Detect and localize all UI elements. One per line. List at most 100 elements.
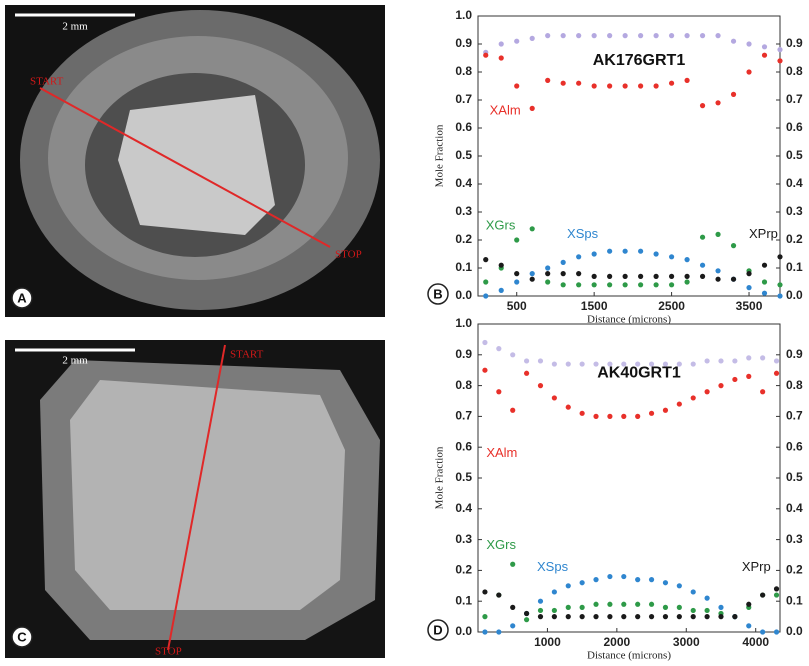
point: [524, 358, 529, 363]
point: [576, 282, 581, 287]
point: [580, 614, 585, 619]
y-axis-label: Mole Fraction: [434, 446, 446, 509]
point: [510, 352, 515, 357]
series-label: XSps: [567, 226, 599, 241]
point: [621, 361, 626, 366]
y2-tick-label: 0.1: [786, 260, 803, 274]
point: [623, 282, 628, 287]
point: [524, 371, 529, 376]
point: [496, 346, 501, 351]
point: [677, 583, 682, 588]
point: [561, 33, 566, 38]
point: [545, 33, 550, 38]
point: [621, 614, 626, 619]
series-label: XGrs: [486, 537, 516, 552]
point: [715, 100, 720, 105]
point: [621, 414, 626, 419]
y-tick-label: 0.7: [455, 92, 472, 106]
point: [552, 361, 557, 366]
point: [561, 260, 566, 265]
point: [576, 271, 581, 276]
y2-tick-label: 0.0: [786, 288, 803, 302]
panel-letter: A: [17, 290, 27, 305]
point: [499, 263, 504, 268]
point: [483, 293, 488, 298]
point: [545, 279, 550, 284]
y2-tick-label: 0.8: [786, 378, 803, 392]
point: [715, 33, 720, 38]
point: [774, 592, 779, 597]
point: [623, 83, 628, 88]
y2-tick-label: 0.2: [786, 563, 803, 577]
figure: 2 mm START STOP A 2 mm START STOP C 0.00…: [0, 0, 809, 666]
point: [499, 41, 504, 46]
point: [705, 358, 710, 363]
point: [760, 389, 765, 394]
point: [510, 562, 515, 567]
point: [576, 81, 581, 86]
point: [715, 268, 720, 273]
point: [715, 232, 720, 237]
point: [593, 577, 598, 582]
point: [635, 414, 640, 419]
y2-tick-label: 0.3: [786, 204, 803, 218]
y-tick-label: 0.4: [455, 176, 472, 190]
panel-letter: B: [433, 286, 442, 301]
point: [593, 414, 598, 419]
point: [530, 226, 535, 231]
point: [483, 257, 488, 262]
point: [732, 377, 737, 382]
point: [530, 271, 535, 276]
point: [684, 279, 689, 284]
point: [731, 277, 736, 282]
point: [746, 623, 751, 628]
point: [580, 411, 585, 416]
y-tick-label: 0.1: [455, 260, 472, 274]
point: [496, 389, 501, 394]
point: [700, 274, 705, 279]
point: [566, 605, 571, 610]
chart-title: AK40GRT1: [597, 364, 681, 381]
point: [762, 291, 767, 296]
point: [607, 414, 612, 419]
point: [566, 361, 571, 366]
point: [718, 383, 723, 388]
series-label: XAlm: [486, 445, 517, 460]
point: [760, 629, 765, 634]
y2-tick-label: 0.9: [786, 347, 803, 361]
point: [561, 282, 566, 287]
photo-c: [5, 340, 385, 658]
point: [482, 614, 487, 619]
y-tick-label: 0.8: [455, 64, 472, 78]
point: [607, 574, 612, 579]
point: [705, 389, 710, 394]
y-tick-label: 0.3: [455, 532, 472, 546]
point: [552, 395, 557, 400]
point: [510, 623, 515, 628]
point: [638, 282, 643, 287]
panel-letter: D: [433, 622, 442, 637]
point: [514, 271, 519, 276]
x-axis-label: Distance (microns): [587, 650, 671, 662]
point: [482, 368, 487, 373]
point: [514, 237, 519, 242]
point: [593, 614, 598, 619]
y-tick-label: 0.8: [455, 378, 472, 392]
point: [545, 78, 550, 83]
point: [607, 274, 612, 279]
point: [510, 408, 515, 413]
point: [718, 605, 723, 610]
point: [732, 614, 737, 619]
point: [669, 274, 674, 279]
point: [607, 614, 612, 619]
series-label: XAlm: [490, 103, 521, 118]
y-tick-label: 0.9: [455, 36, 472, 50]
point: [566, 614, 571, 619]
y-tick-label: 0.5: [455, 470, 472, 484]
y-tick-label: 0.4: [455, 501, 472, 515]
point: [496, 629, 501, 634]
x-tick-label: 1000: [534, 635, 561, 649]
point: [731, 92, 736, 97]
point: [545, 271, 550, 276]
point: [700, 263, 705, 268]
